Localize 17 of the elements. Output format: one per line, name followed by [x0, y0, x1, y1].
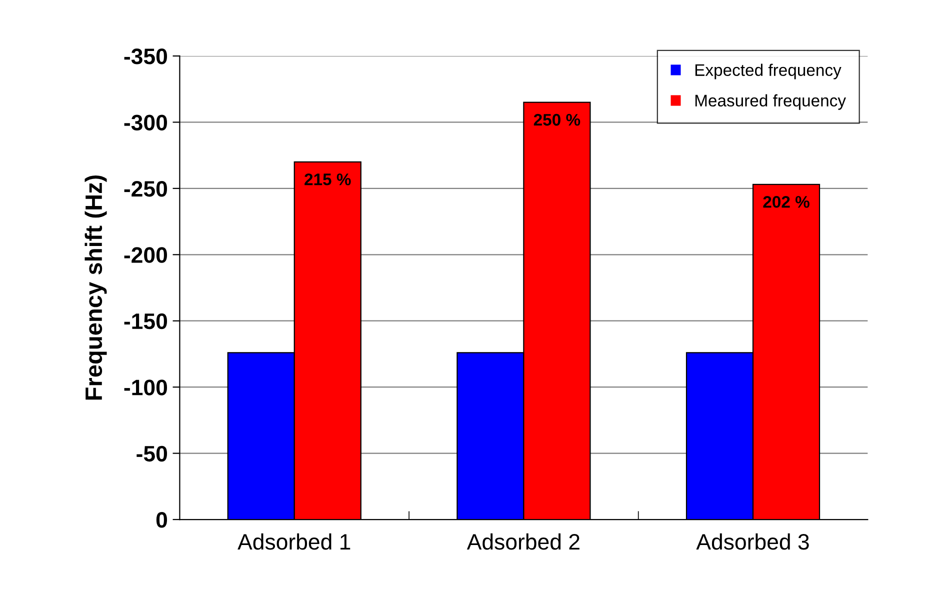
y-tick-label: -50: [136, 446, 167, 462]
x-tick-label: Adsorbed 2: [466, 533, 580, 550]
annotation: 215 %: [304, 173, 351, 186]
y-tick-label: 0: [156, 512, 167, 528]
annotation: 202 %: [763, 196, 810, 208]
x-tick-label: Adsorbed 3: [696, 533, 809, 550]
y-tick-label: -350: [124, 48, 167, 64]
y-tick-label: -300: [124, 114, 167, 131]
y-tick-label: -100: [124, 380, 167, 396]
y-tick-label: -150: [124, 313, 167, 330]
y-axis-title: Frequency shift (Hz): [84, 175, 107, 400]
legend-label: Measured frequency: [695, 94, 846, 110]
legend-label: Expected frequency: [695, 64, 842, 80]
y-tick-label: -200: [124, 247, 167, 263]
y-tick-label: -250: [124, 180, 167, 197]
x-tick-label: Adsorbed 1: [238, 533, 350, 550]
annotation: 250 %: [534, 114, 580, 126]
